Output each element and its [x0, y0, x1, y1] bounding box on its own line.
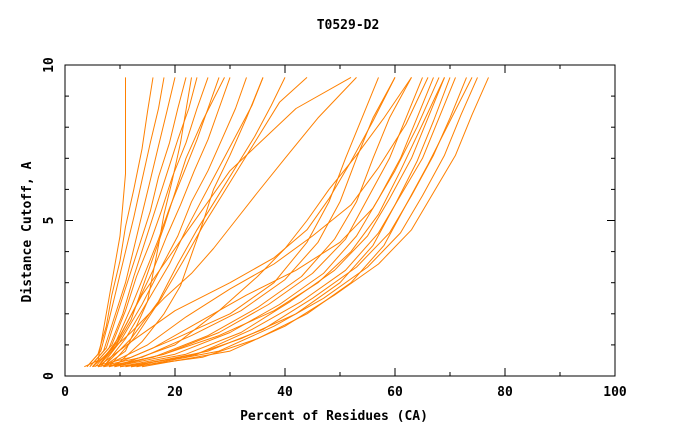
series-line-31 [97, 77, 396, 368]
series-line-29 [108, 77, 440, 368]
x-tick-label-60: 60 [387, 385, 403, 400]
series-line-32 [114, 77, 412, 368]
series-line-4 [89, 77, 176, 368]
series-line-11 [103, 77, 264, 368]
x-tick-label-0: 0 [61, 385, 69, 400]
x-axis-label: Percent of Residues (CA) [240, 409, 428, 424]
series-line-27 [136, 77, 478, 368]
series-line-34 [130, 77, 473, 368]
x-tick-label-20: 20 [167, 385, 183, 400]
series-line-35 [114, 77, 445, 368]
x-tick-label-100: 100 [603, 385, 627, 400]
y-axis-label: Distance Cutoff, A [20, 161, 35, 302]
y-tick-label-10: 10 [42, 57, 57, 73]
x-tick-label-80: 80 [497, 385, 513, 400]
series-line-21 [103, 77, 412, 368]
series-line-20 [97, 77, 396, 368]
y-tick-label-5: 5 [42, 217, 57, 225]
series-layer [84, 76, 489, 368]
series-line-3 [86, 77, 165, 368]
axis-layer: 0 20 40 60 80 100 0 5 10 [42, 57, 627, 400]
x-tick-label-40: 40 [277, 385, 293, 400]
series-line-10 [100, 77, 247, 368]
series-line-25 [125, 77, 456, 368]
series-line-22 [108, 77, 423, 368]
series-line-12 [103, 77, 286, 368]
series-line-24 [119, 77, 445, 368]
series-line-5 [89, 77, 187, 368]
series-line-8 [94, 77, 220, 368]
series-line-7 [92, 77, 209, 368]
chart-title: T0529-D2 [317, 18, 380, 33]
series-line-18 [92, 77, 357, 368]
series-line-23 [114, 77, 434, 368]
y-tick-label-0: 0 [42, 372, 57, 380]
series-line-16 [114, 77, 264, 368]
series-line-17 [97, 76, 352, 367]
series-line-15 [97, 77, 225, 368]
series-line-2 [86, 77, 154, 368]
series-line-30 [103, 77, 429, 368]
series-line-13 [108, 77, 308, 368]
series-line-33 [119, 77, 451, 368]
series-line-14 [103, 77, 192, 368]
